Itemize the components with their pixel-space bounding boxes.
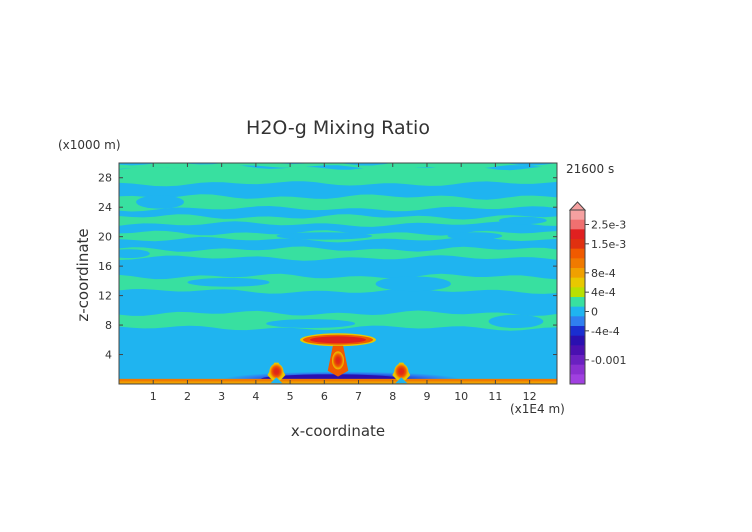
colorbar-segment	[570, 306, 585, 317]
y-tick-label: 8	[105, 319, 112, 332]
field-gap	[266, 319, 356, 329]
colorbar-segment	[570, 229, 585, 240]
y-tick-label: 16	[98, 260, 112, 273]
right-updraft-core	[394, 363, 409, 380]
colorbar-segment	[570, 316, 585, 327]
colorbar-frame	[569, 209, 586, 385]
colorbar-segment	[570, 345, 585, 356]
x-tick-label: 9	[423, 390, 430, 403]
plot-frame	[118, 162, 558, 385]
colorbar-label: -0.001	[591, 354, 626, 367]
colorbar-segment	[570, 297, 585, 308]
time-label: 21600 s	[566, 162, 614, 176]
colorbar-segment	[570, 374, 585, 385]
left-updraft-base	[270, 377, 283, 384]
x-tick-label: 6	[321, 390, 328, 403]
y-tick-label: 20	[98, 231, 112, 244]
moisture-band	[119, 214, 557, 227]
field-gap	[276, 232, 373, 240]
y-tick-label: 24	[98, 201, 112, 214]
x-tick-label: 4	[252, 390, 259, 403]
field-gap	[498, 216, 547, 225]
colorbar-segment	[570, 355, 585, 366]
x-tick-label: 2	[184, 390, 191, 403]
colorbar-segment	[570, 248, 585, 259]
y-axis-ticks: 4 8 12 16 20 24 28	[98, 172, 557, 362]
x-tick-label: 3	[218, 390, 225, 403]
anvil-core	[310, 336, 366, 344]
colorbar-segment	[570, 268, 585, 279]
y-tick-label: 28	[98, 172, 112, 185]
x-axis-ticks: 1 2 3 4 5 6 7 8 9 10 11 12	[150, 163, 537, 403]
surface-layer-lower	[119, 381, 557, 384]
right-updraft-base	[395, 377, 408, 384]
colorbar-label: 2.5e-3	[591, 219, 626, 232]
colorbar-label: -4e-4	[591, 325, 620, 338]
x-tick-label: 12	[523, 390, 537, 403]
field-gap	[488, 314, 544, 329]
x-tick-label: 11	[488, 390, 502, 403]
left-updraft-core	[269, 363, 284, 380]
heatmap-plot-area	[119, 163, 557, 384]
y-tick-label: 4	[105, 349, 112, 362]
moisture-band	[119, 246, 557, 261]
colorbar: 2.5e-3 1.5e-3 8e-4 4e-4 0 -4e-4 -0.001	[568, 201, 626, 385]
field-gap	[447, 232, 503, 240]
colorbar-top-triangle	[568, 201, 587, 211]
colorbar-segment	[570, 210, 585, 221]
colorbar-segment	[570, 239, 585, 250]
colorbar-label: 1.5e-3	[591, 238, 626, 251]
colorbar-segment	[570, 326, 585, 337]
colorbar-segment	[570, 364, 585, 375]
colorbar-label: 4e-4	[591, 286, 616, 299]
moisture-band	[119, 164, 557, 187]
x-unit-label: (x1E4 m)	[510, 402, 565, 416]
x-tick-label: 5	[287, 390, 294, 403]
y-axis-label: z-coordinate	[74, 228, 92, 321]
x-tick-label: 1	[150, 390, 157, 403]
y-unit-label: (x1000 m)	[58, 138, 121, 152]
colorbar-segment	[570, 277, 585, 288]
x-tick-label: 8	[389, 390, 396, 403]
y-tick-label: 12	[98, 290, 112, 303]
x-tick-label: 10	[454, 390, 468, 403]
colorbar-label: 8e-4	[591, 267, 616, 280]
central-updraft-core	[332, 351, 344, 370]
colorbar-segment	[570, 335, 585, 346]
colorbar-segment	[570, 287, 585, 298]
colorbar-segment	[570, 219, 585, 230]
colorbar-label: 0	[591, 306, 598, 319]
colorbar-segment	[570, 258, 585, 269]
moisture-band	[119, 194, 557, 212]
field-gap	[136, 195, 185, 209]
x-tick-label: 7	[355, 390, 362, 403]
field-gap	[375, 276, 451, 292]
field-gap	[119, 249, 150, 259]
field-gap	[187, 277, 270, 287]
x-axis-label: x-coordinate	[291, 422, 385, 440]
chart-title: H2O-g Mixing Ratio	[246, 117, 430, 139]
